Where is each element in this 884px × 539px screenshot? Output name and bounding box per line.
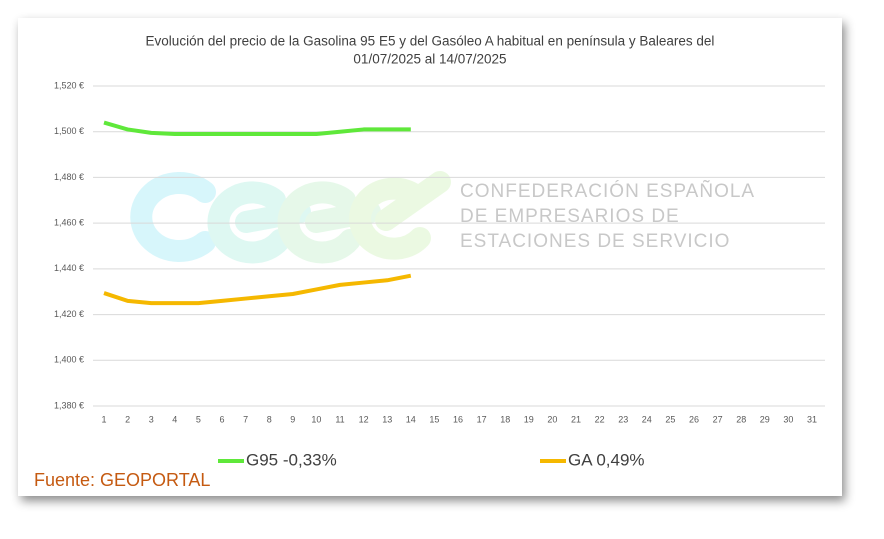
x-tick-label: 22 [595, 414, 605, 424]
x-tick-label: 5 [196, 414, 201, 424]
y-tick-label: 1,440 € [54, 263, 84, 273]
y-tick-label: 1,460 € [54, 218, 84, 228]
x-tick-label: 21 [571, 414, 581, 424]
x-tick-label: 10 [311, 414, 321, 424]
chart-title: 01/07/2025 al 14/07/2025 [353, 52, 506, 67]
x-tick-label: 7 [243, 414, 248, 424]
watermark-text: DE EMPRESARIOS DE [460, 206, 680, 227]
y-tick-label: 1,520 € [54, 80, 84, 90]
x-tick-label: 26 [689, 414, 699, 424]
x-tick-label: 30 [783, 414, 793, 424]
source: Fuente: GEOPORTAL [34, 470, 210, 490]
logo [130, 171, 451, 264]
x-tick-label: 16 [453, 414, 463, 424]
x-tick-label: 6 [219, 414, 224, 424]
chart-title: Evolución del precio de la Gasolina 95 E… [146, 34, 715, 49]
x-tick-label: 31 [807, 414, 817, 424]
y-tick-label: 1,400 € [54, 355, 84, 365]
x-tick-label: 2 [125, 414, 130, 424]
y-tick-label: 1,480 € [54, 172, 84, 182]
x-tick-label: 4 [172, 414, 177, 424]
x-tick-label: 17 [477, 414, 487, 424]
y-tick-label: 1,500 € [54, 126, 84, 136]
x-tick-label: 11 [335, 414, 344, 424]
x-tick-label: 18 [500, 414, 510, 424]
series-line [103, 273, 412, 306]
y-tick-label: 1,380 € [54, 400, 84, 410]
x-tick-label: 29 [760, 414, 770, 424]
x-tick-label: 19 [524, 414, 534, 424]
x-tick-label: 25 [665, 414, 675, 424]
x-tick-label: 24 [642, 414, 652, 424]
x-tick-label: 13 [382, 414, 392, 424]
x-tick-label: 1 [101, 414, 106, 424]
y-tick-label: 1,420 € [54, 309, 84, 319]
legend-label: G95 -0,33% [246, 450, 337, 469]
card [18, 18, 842, 496]
legend-label: GA 0,49% [568, 450, 645, 469]
x-tick-label: 12 [359, 414, 369, 424]
x-tick-label: 3 [149, 414, 154, 424]
x-tick-label: 15 [429, 414, 439, 424]
x-tick-label: 23 [618, 414, 628, 424]
watermark: CONFEDERACIÓN ESPAÑOLA DE EMPRESARIOS DE E… [460, 180, 755, 252]
series-line [103, 120, 411, 136]
x-tick-label: 8 [267, 414, 272, 424]
x-tick-label: 9 [290, 414, 295, 424]
x-tick-label: 20 [547, 414, 557, 424]
x-tick-label: 27 [713, 414, 723, 424]
x-tick-label: 14 [406, 414, 416, 424]
watermark-text: CONFEDERACIÓN ESPAÑOLA [460, 180, 755, 202]
x-tick-label: 28 [736, 414, 746, 424]
watermark-text: ESTACIONES DE SERVICIO [460, 231, 730, 252]
